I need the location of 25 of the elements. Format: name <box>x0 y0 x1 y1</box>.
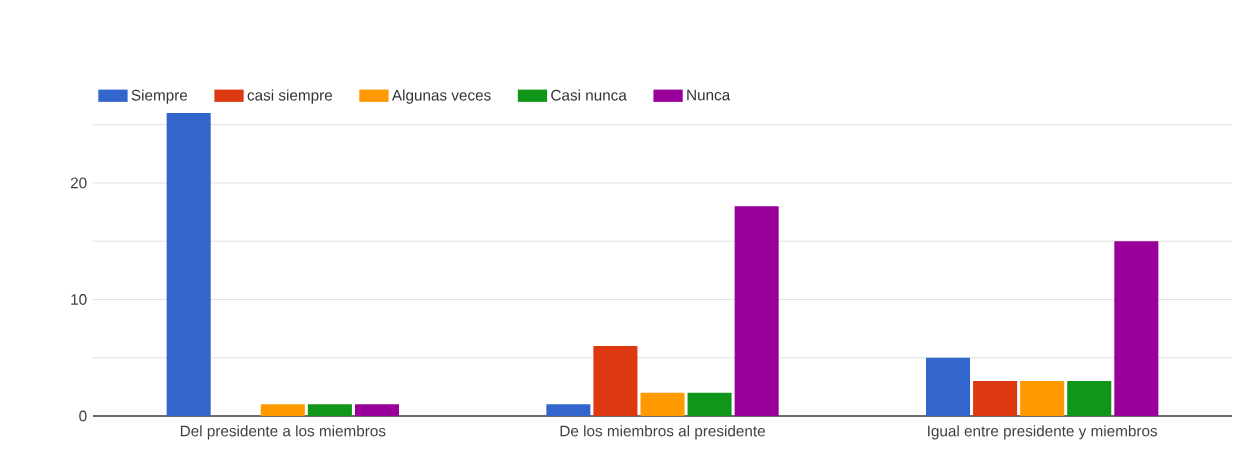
bar <box>687 392 732 416</box>
bar <box>1020 381 1065 416</box>
legend-label: casi siempre <box>247 89 333 104</box>
bar <box>926 357 971 416</box>
legend-label: Algunas veces <box>391 89 491 104</box>
y-tick-label: 0 <box>79 410 87 422</box>
bar <box>593 346 638 416</box>
bar <box>1067 381 1112 416</box>
bar <box>354 404 400 416</box>
legend-label: Siempre <box>131 89 188 104</box>
bar <box>307 404 352 416</box>
y-tick-label: 20 <box>70 177 87 189</box>
bar <box>546 404 591 416</box>
bar <box>734 206 779 416</box>
x-tick-label: Del presidente a los miembros <box>180 425 386 440</box>
bar <box>973 381 1018 416</box>
y-tick-label: 10 <box>71 294 87 305</box>
bar <box>166 113 211 416</box>
bar <box>1114 241 1159 416</box>
legend-label: Nunca <box>687 89 731 101</box>
legend-label: Casi nunca <box>551 89 627 101</box>
bar <box>260 404 305 416</box>
bar <box>640 392 685 416</box>
x-tick-label: De los miembros al presidente <box>560 425 765 440</box>
x-tick-label: Igual entre presidente y miembros <box>928 425 1158 440</box>
